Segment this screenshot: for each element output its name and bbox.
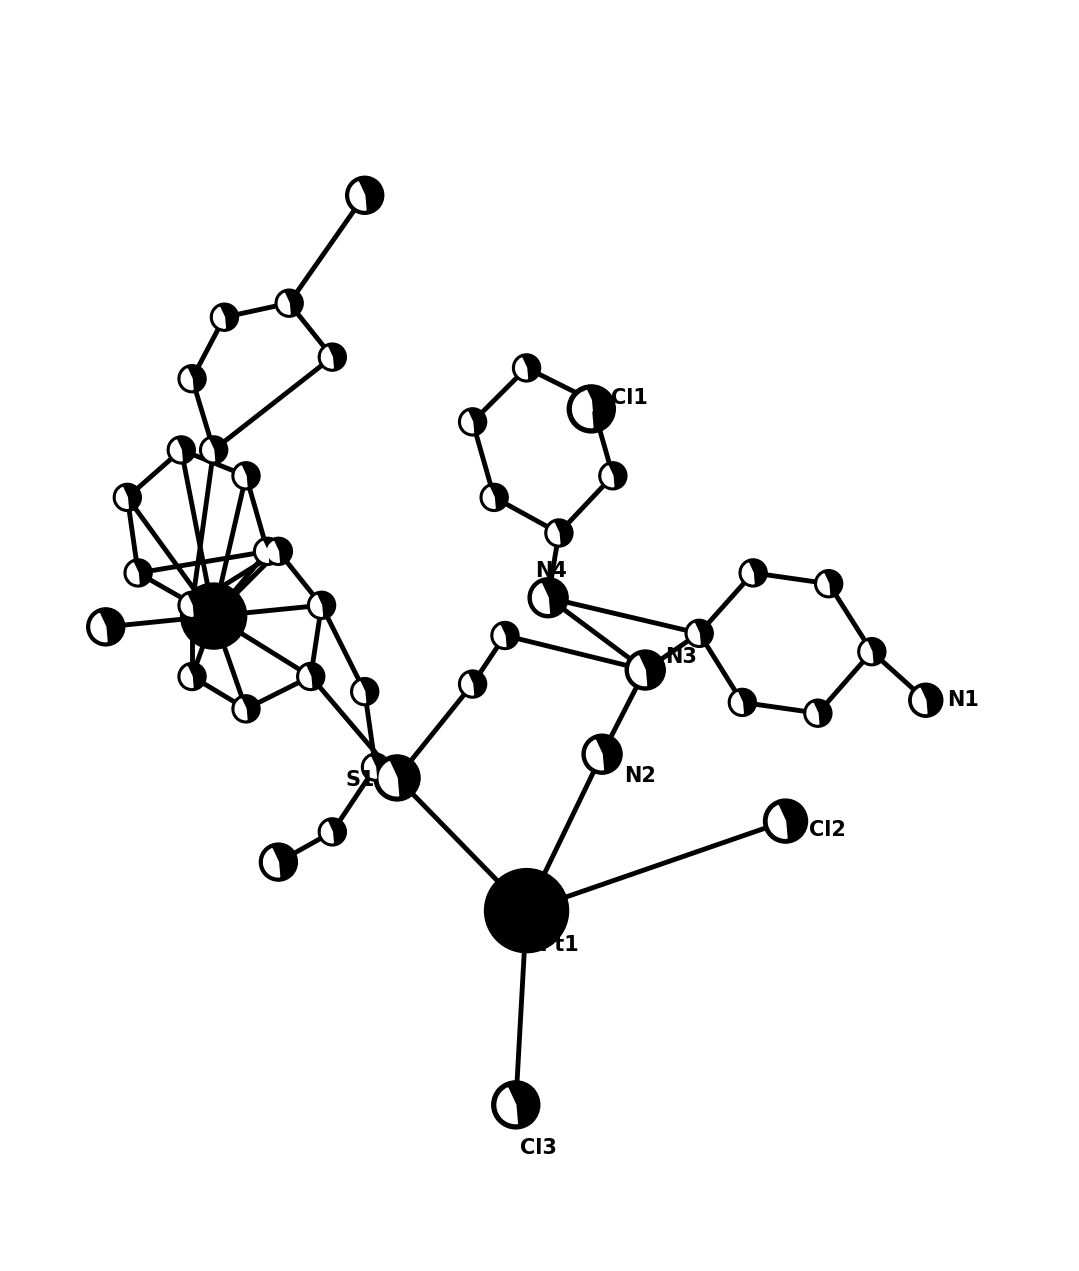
Circle shape: [492, 1080, 540, 1129]
Circle shape: [577, 386, 605, 414]
Circle shape: [739, 559, 767, 587]
Wedge shape: [581, 390, 592, 412]
Circle shape: [254, 538, 282, 566]
Text: N1: N1: [947, 690, 980, 710]
Wedge shape: [300, 666, 312, 688]
Circle shape: [815, 569, 843, 597]
Wedge shape: [181, 369, 193, 390]
Text: Cl2: Cl2: [809, 820, 846, 840]
Circle shape: [351, 677, 379, 705]
Wedge shape: [462, 412, 474, 433]
Wedge shape: [768, 806, 787, 839]
Circle shape: [374, 755, 420, 801]
Circle shape: [361, 754, 390, 782]
Circle shape: [232, 461, 260, 489]
Circle shape: [858, 638, 886, 666]
Circle shape: [232, 695, 260, 723]
Circle shape: [178, 365, 206, 393]
Circle shape: [480, 483, 508, 511]
Text: Pt1: Pt1: [540, 935, 579, 956]
Circle shape: [200, 436, 228, 464]
Wedge shape: [494, 625, 506, 647]
Circle shape: [909, 684, 943, 717]
Wedge shape: [462, 674, 474, 695]
Wedge shape: [263, 849, 279, 877]
Wedge shape: [807, 703, 819, 724]
Circle shape: [685, 619, 713, 647]
Circle shape: [178, 591, 206, 619]
Circle shape: [568, 385, 615, 433]
Text: Cl1: Cl1: [611, 388, 647, 408]
Text: Cl3: Cl3: [520, 1138, 557, 1158]
Wedge shape: [573, 391, 593, 427]
Circle shape: [178, 662, 206, 690]
Circle shape: [804, 699, 832, 727]
Wedge shape: [516, 358, 528, 379]
Wedge shape: [170, 440, 182, 461]
Circle shape: [113, 483, 141, 511]
Circle shape: [210, 304, 238, 332]
Wedge shape: [322, 822, 333, 843]
Wedge shape: [350, 182, 366, 210]
Circle shape: [728, 689, 756, 717]
Wedge shape: [497, 1088, 518, 1124]
Circle shape: [264, 538, 292, 566]
Wedge shape: [214, 308, 226, 328]
Wedge shape: [278, 294, 290, 314]
Text: N4: N4: [535, 561, 568, 581]
Circle shape: [582, 735, 623, 774]
Wedge shape: [732, 693, 743, 713]
Circle shape: [297, 662, 325, 690]
Wedge shape: [257, 541, 269, 562]
Circle shape: [484, 868, 569, 953]
Wedge shape: [913, 688, 927, 713]
Wedge shape: [688, 624, 700, 644]
Wedge shape: [365, 758, 377, 778]
Wedge shape: [181, 595, 193, 616]
Wedge shape: [483, 488, 495, 508]
Circle shape: [545, 519, 573, 547]
Circle shape: [764, 799, 807, 843]
Wedge shape: [379, 761, 398, 796]
Wedge shape: [203, 440, 215, 461]
Wedge shape: [322, 347, 333, 369]
Circle shape: [625, 649, 666, 690]
Wedge shape: [533, 583, 549, 614]
Wedge shape: [235, 466, 247, 487]
Wedge shape: [587, 740, 603, 770]
Wedge shape: [268, 541, 279, 562]
Circle shape: [459, 408, 487, 436]
Circle shape: [275, 290, 303, 318]
Wedge shape: [181, 666, 193, 688]
Circle shape: [318, 343, 346, 371]
Wedge shape: [235, 699, 247, 719]
Circle shape: [124, 559, 152, 587]
Wedge shape: [602, 466, 614, 487]
Circle shape: [491, 622, 519, 649]
Wedge shape: [861, 642, 873, 662]
Circle shape: [308, 591, 336, 619]
Circle shape: [513, 353, 541, 381]
Circle shape: [528, 578, 569, 618]
Circle shape: [599, 461, 627, 489]
Circle shape: [259, 843, 298, 881]
Wedge shape: [117, 488, 128, 508]
Wedge shape: [91, 614, 107, 642]
Circle shape: [86, 608, 125, 646]
Circle shape: [167, 436, 195, 464]
Wedge shape: [630, 656, 646, 685]
Text: N2: N2: [624, 765, 656, 785]
Wedge shape: [354, 681, 366, 703]
Text: S1: S1: [345, 770, 374, 791]
Wedge shape: [127, 563, 139, 583]
Circle shape: [318, 817, 346, 846]
Wedge shape: [548, 524, 560, 544]
Circle shape: [459, 670, 487, 698]
Wedge shape: [742, 563, 754, 583]
Text: N3: N3: [665, 647, 697, 667]
Circle shape: [345, 177, 384, 215]
Wedge shape: [818, 573, 830, 595]
Circle shape: [180, 583, 247, 649]
Wedge shape: [311, 595, 323, 616]
